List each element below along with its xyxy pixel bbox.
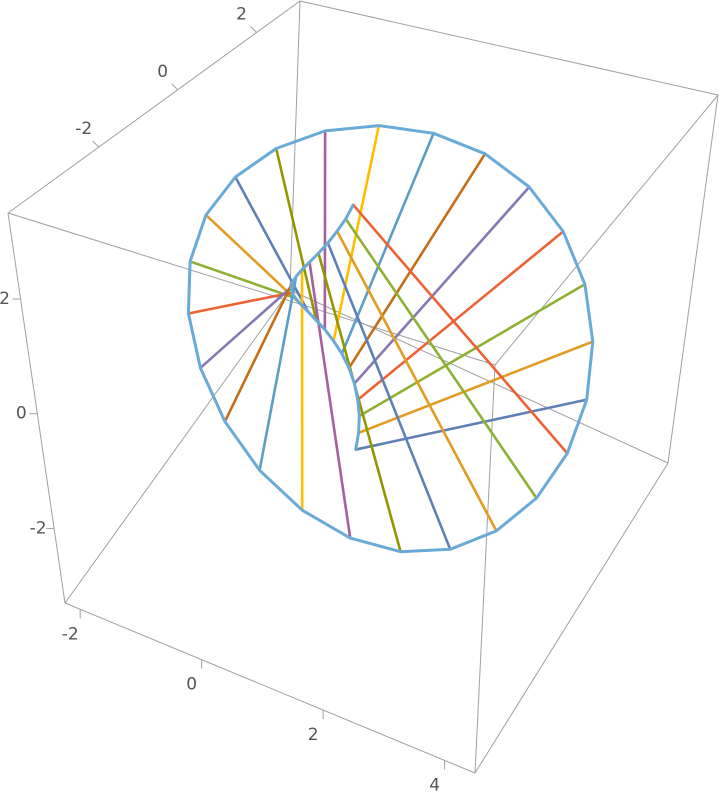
tick-label: 0 [16,404,27,424]
tick-mark [172,84,178,90]
tick-label: 2 [236,5,247,25]
box-edge [495,95,718,365]
ruling [260,276,297,470]
box-edge [475,463,668,773]
ruling [310,262,351,538]
tick-mark [93,141,99,147]
tick-label: 2 [308,725,319,745]
tick-label: -2 [62,624,79,644]
ruling [356,400,587,450]
box-edge [475,365,495,773]
box-edge [300,1,718,95]
ruling [359,342,593,433]
ruling [353,205,567,454]
box-edge [65,290,290,603]
ruling [235,177,308,312]
ruling [200,287,291,368]
tick-mark [251,27,257,33]
outer-edge [188,126,592,552]
box-edge [8,213,495,365]
tick-label: -2 [75,119,92,139]
tick-label: 0 [157,62,168,82]
ruling [190,261,295,298]
box-edge [65,603,475,773]
tick-label: 0 [186,675,197,695]
ruling [354,187,529,384]
tick-label: 2 [0,289,10,309]
ruling [359,284,585,416]
box-edge [668,95,718,463]
box-edge [290,290,668,463]
tick-label: 4 [429,775,440,795]
ruling [188,293,292,314]
ruling [337,231,496,531]
tick-label: -2 [30,518,47,538]
